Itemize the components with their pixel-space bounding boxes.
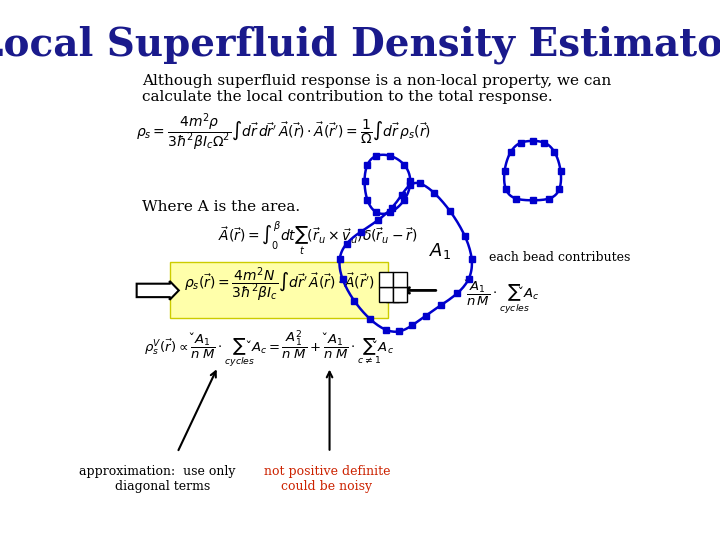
FancyArrow shape [137, 281, 179, 300]
Text: $\rho_s(\vec{r}) = \dfrac{4m^2 N}{3\hbar^2\beta I_c}\int d\vec{r}'\,\vec{A}(\vec: $\rho_s(\vec{r}) = \dfrac{4m^2 N}{3\hbar… [184, 266, 374, 304]
Text: $A_1$: $A_1$ [428, 241, 451, 261]
FancyBboxPatch shape [170, 262, 388, 319]
Text: $\vec{A}(\vec{r}) = \int_0^\beta dt \sum_t(\vec{r}_u \times \vec{v}_u)\delta(\ve: $\vec{A}(\vec{r}) = \int_0^\beta dt \sum… [218, 219, 417, 256]
Text: $\dfrac{\check{A}_1}{n\,M} \cdot \sum_{cycles}\!\!\check{A}_c$: $\dfrac{\check{A}_1}{n\,M} \cdot \sum_{c… [464, 278, 540, 316]
Text: not positive definite
could be noisy: not positive definite could be noisy [264, 465, 390, 493]
Bar [386, 288, 399, 302]
Text: $\rho_s = \dfrac{4m^2\rho}{3\hbar^2\beta I_c\Omega^2}\int d\vec{r}\,d\vec{r}'\,\: $\rho_s = \dfrac{4m^2\rho}{3\hbar^2\beta… [136, 112, 431, 153]
Text: approximation:  use only
   diagonal terms: approximation: use only diagonal terms [78, 465, 235, 493]
Bar [393, 287, 408, 302]
Bar [379, 287, 393, 302]
Text: each bead contributes: each bead contributes [490, 251, 631, 264]
Bar [386, 281, 399, 294]
Text: Local Superfluid Density Estimator: Local Superfluid Density Estimator [0, 25, 720, 64]
Text: Although superfluid response is a non-local property, we can
calculate the local: Although superfluid response is a non-lo… [142, 74, 611, 104]
Bar [393, 281, 406, 294]
Bar [393, 288, 406, 302]
Bar [379, 272, 393, 287]
Bar [393, 272, 408, 287]
Text: $\rho_s^V(\vec{r}) \propto \dfrac{\check{A}_1}{n\;M}\cdot\sum_{cycles}\!\check{A: $\rho_s^V(\vec{r}) \propto \dfrac{\check… [144, 329, 394, 370]
Text: Where A is the area.: Where A is the area. [142, 200, 300, 214]
